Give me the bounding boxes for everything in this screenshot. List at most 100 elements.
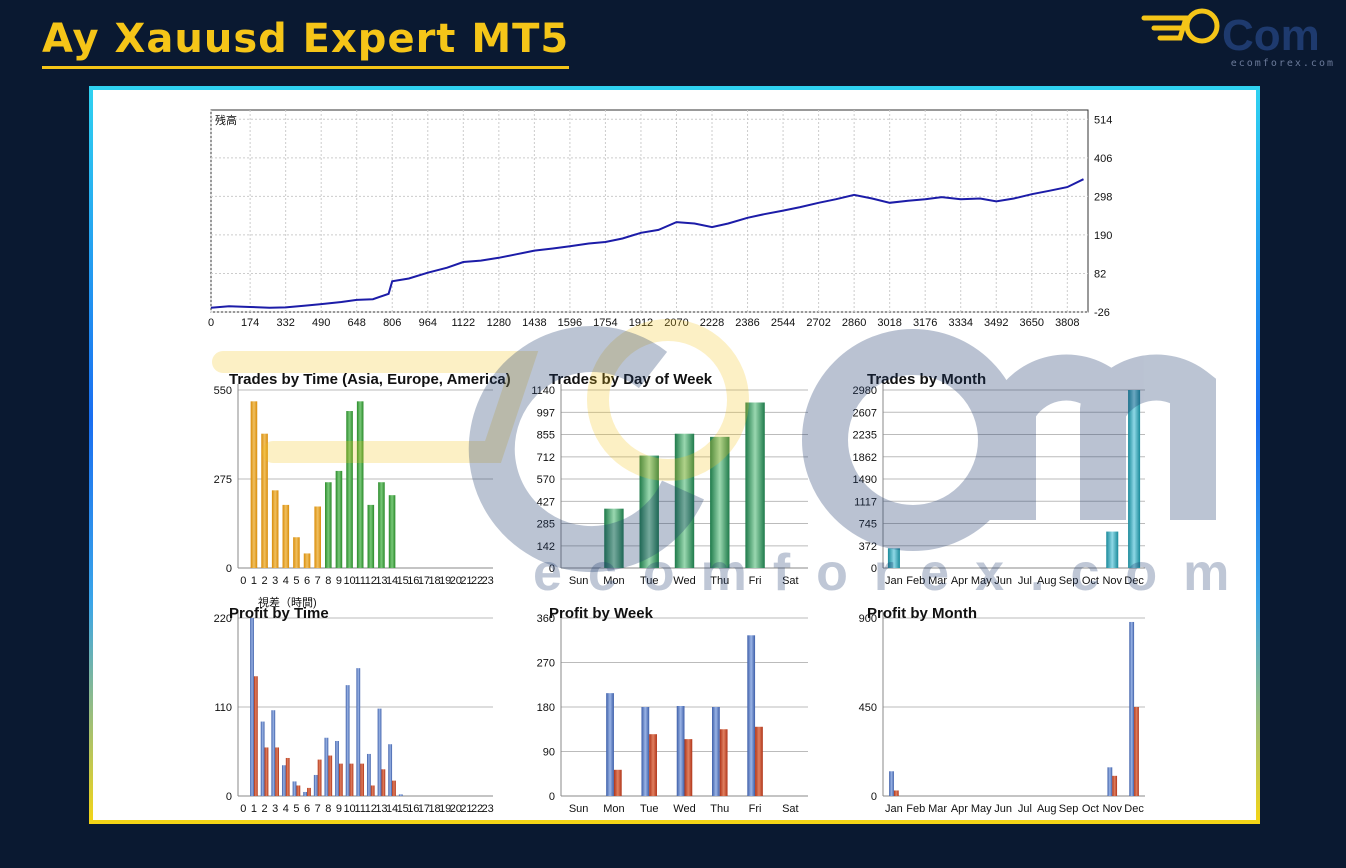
bar-x-tick: 12 <box>365 803 377 815</box>
balance-x-tick: 964 <box>419 317 437 329</box>
bar-mark-series-2 <box>253 676 258 796</box>
bar-x-tick: 22 <box>471 575 483 587</box>
bar-mark <box>388 495 396 568</box>
balance-x-tick: 1754 <box>593 317 617 329</box>
bar-y-tick: 1862 <box>853 452 877 464</box>
bar-mark-series-1 <box>606 693 614 796</box>
bar-x-tick: Mar <box>928 575 947 587</box>
bar-x-tick: 4 <box>283 575 289 587</box>
balance-x-tick: 3492 <box>984 317 1008 329</box>
bar-x-tick: 17 <box>418 803 430 815</box>
bar-x-tick: 6 <box>304 575 310 587</box>
bar-mark-series-1 <box>712 707 720 796</box>
bar-y-tick: 745 <box>859 519 877 531</box>
bar-mark-series-2 <box>328 755 333 796</box>
bar-x-tick: Fri <box>749 803 762 815</box>
bar-mark <box>356 401 364 568</box>
chart-frame: 0 174 332 490 648 806 964 1122 1280 1438 1596 1754 1… <box>89 86 1260 824</box>
bar-x-tick: 4 <box>283 803 289 815</box>
bar-x-tick: Oct <box>1082 803 1099 815</box>
bar-chart-title: Trades by Day of Week <box>549 371 713 388</box>
bar-y-tick: 220 <box>214 613 232 625</box>
bar-x-tick: 21 <box>460 803 472 815</box>
bar-mark <box>335 470 343 568</box>
bar-x-tick: Dec <box>1124 575 1144 587</box>
balance-title: 残高 <box>215 113 237 127</box>
bar-x-tick: 18 <box>428 803 440 815</box>
bar-x-tick: 20 <box>450 803 462 815</box>
balance-x-tick: 1122 <box>451 317 475 329</box>
bar-x-tick: Tue <box>640 803 659 815</box>
bar-x-tick: Wed <box>673 575 695 587</box>
bar-x-tick: Jun <box>994 803 1012 815</box>
bar-mark-series-2 <box>684 739 693 796</box>
bar-x-tick: Feb <box>906 575 925 587</box>
balance-x-tick: 332 <box>276 317 294 329</box>
bar-mark-series-1 <box>388 744 393 796</box>
bar-x-tick: 23 <box>482 803 494 815</box>
bar-x-tick: Nov <box>1102 803 1122 815</box>
balance-x-tick: 2228 <box>700 317 724 329</box>
bar-mark-series-1 <box>377 708 382 796</box>
bar-x-tick: 3 <box>272 575 278 587</box>
bar-x-tick: 5 <box>293 575 299 587</box>
bar-x-tick: Jul <box>1018 575 1032 587</box>
bar-chart-title: Trades by Time (Asia, Europe, America) <box>229 371 511 388</box>
bar-x-tick: Nov <box>1102 575 1122 587</box>
bar-x-tick: 14 <box>386 803 398 815</box>
bar-x-tick: 7 <box>315 575 321 587</box>
bar-x-tick: Mar <box>928 803 947 815</box>
bar-x-tick: 6 <box>304 803 310 815</box>
bar-x-tick: 21 <box>460 575 472 587</box>
balance-y-tick: 406 <box>1094 153 1112 165</box>
bar-y-tick: 712 <box>537 452 555 464</box>
bar-mark-series-2 <box>649 734 657 796</box>
bar-y-tick: 110 <box>214 702 232 714</box>
bar-x-tick: 19 <box>439 575 451 587</box>
bar-x-tick: 19 <box>439 803 451 815</box>
balance-x-tick: 1280 <box>487 317 511 329</box>
bar-mark <box>887 548 900 568</box>
bar-x-tick: Mon <box>603 803 624 815</box>
bar-x-tick: 1 <box>251 575 257 587</box>
bar-x-tick: 22 <box>471 803 483 815</box>
bar-mark-series-1 <box>271 710 276 796</box>
bar-mark-series-1 <box>676 706 685 796</box>
bar-x-tick: 2 <box>262 575 268 587</box>
bar-mark-series-1 <box>1129 621 1135 796</box>
bar-x-tick: 9 <box>336 803 342 815</box>
bar-mark-series-2 <box>275 747 280 796</box>
bar-y-tick: 142 <box>537 541 555 553</box>
bar-mark-series-2 <box>296 785 301 796</box>
bar-mark-series-1 <box>398 794 403 796</box>
bar-x-tick: 13 <box>375 803 387 815</box>
bar-y-tick: 550 <box>214 385 232 397</box>
bar-mark-series-2 <box>392 780 396 796</box>
bar-x-tick: 9 <box>336 575 342 587</box>
bar-mark-series-1 <box>260 721 265 796</box>
bar-mark <box>378 482 385 568</box>
balance-x-tick: 648 <box>348 317 366 329</box>
bar-mark-series-1 <box>1107 767 1113 796</box>
bar-mark <box>271 490 279 568</box>
bar-x-tick: 11 <box>354 803 365 815</box>
balance-plot-area <box>210 109 1089 313</box>
chart-panel: 0 174 332 490 648 806 964 1122 1280 1438 1596 1754 1… <box>93 90 1256 820</box>
balance-x-tick: 2860 <box>842 317 866 329</box>
bar-x-tick: Jun <box>994 575 1012 587</box>
bar-mark-series-2 <box>285 757 290 796</box>
bar-mark-series-2 <box>1134 707 1139 796</box>
bar-chart-title: Profit by Time <box>229 605 329 622</box>
bar-x-tick: 18 <box>428 575 440 587</box>
bar-x-tick: 1 <box>251 803 257 815</box>
trades-time-footer-label: 視差（時間) <box>258 595 317 609</box>
bar-mark-series-2 <box>893 790 899 796</box>
bar-y-tick: 90 <box>543 747 555 759</box>
bar-mark-series-2 <box>1112 775 1118 796</box>
bar-x-tick: 17 <box>418 575 430 587</box>
balance-y-tick: -26 <box>1094 307 1110 319</box>
bar-x-tick: 16 <box>407 575 419 587</box>
bar-mark <box>346 411 353 568</box>
bar-x-tick: Apr <box>951 575 968 587</box>
bar-y-tick: 0 <box>871 563 877 575</box>
